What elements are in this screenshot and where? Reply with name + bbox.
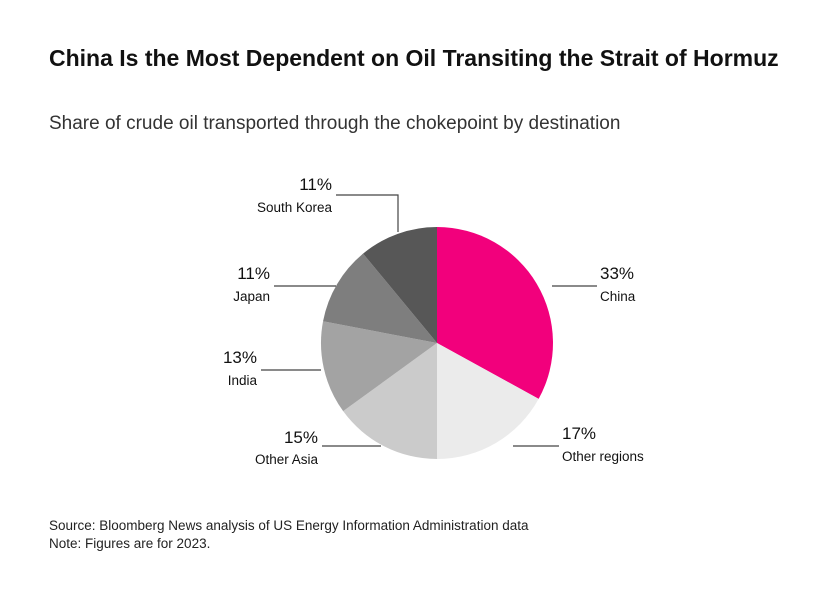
- pie-slice-south-korea: [363, 227, 437, 343]
- pie-slices: [320, 227, 553, 459]
- slice-label-japan: Japan: [233, 289, 270, 304]
- pie-slice-china: [437, 227, 553, 399]
- chart-subtitle: Share of crude oil transported through t…: [49, 113, 621, 134]
- slice-label-south-korea: South Korea: [257, 200, 333, 215]
- slice-label-other-asia: Other Asia: [255, 452, 319, 467]
- pie-slice-india: [320, 321, 437, 412]
- slice-value-south-korea: 11%: [299, 175, 332, 194]
- slice-label-china: China: [600, 289, 636, 304]
- source-note: Source: Bloomberg News analysis of US En…: [49, 518, 529, 533]
- pie-slice-japan: [323, 253, 437, 343]
- chart-title: China Is the Most Dependent on Oil Trans…: [49, 45, 779, 71]
- chart-footer: Source: Bloomberg News analysis of US En…: [49, 517, 528, 553]
- slice-value-other-regions: 17%: [562, 424, 596, 443]
- slice-value-japan: 11%: [237, 264, 270, 283]
- slice-label-india: India: [228, 373, 258, 388]
- figures-note: Note: Figures are for 2023.: [49, 536, 211, 551]
- leader-line-south-korea: [336, 194, 399, 232]
- slice-label-other-regions: Other regions: [562, 449, 644, 464]
- pie-annotations: 33% China 17% Other regions 15% Other Asia 13%…: [223, 175, 644, 467]
- slice-value-china: 33%: [600, 264, 634, 283]
- pie-slice-other-regions: [437, 343, 539, 459]
- slice-value-india: 13%: [223, 348, 257, 367]
- pie-slice-other-asia: [343, 343, 437, 459]
- slice-value-other-asia: 15%: [284, 428, 318, 447]
